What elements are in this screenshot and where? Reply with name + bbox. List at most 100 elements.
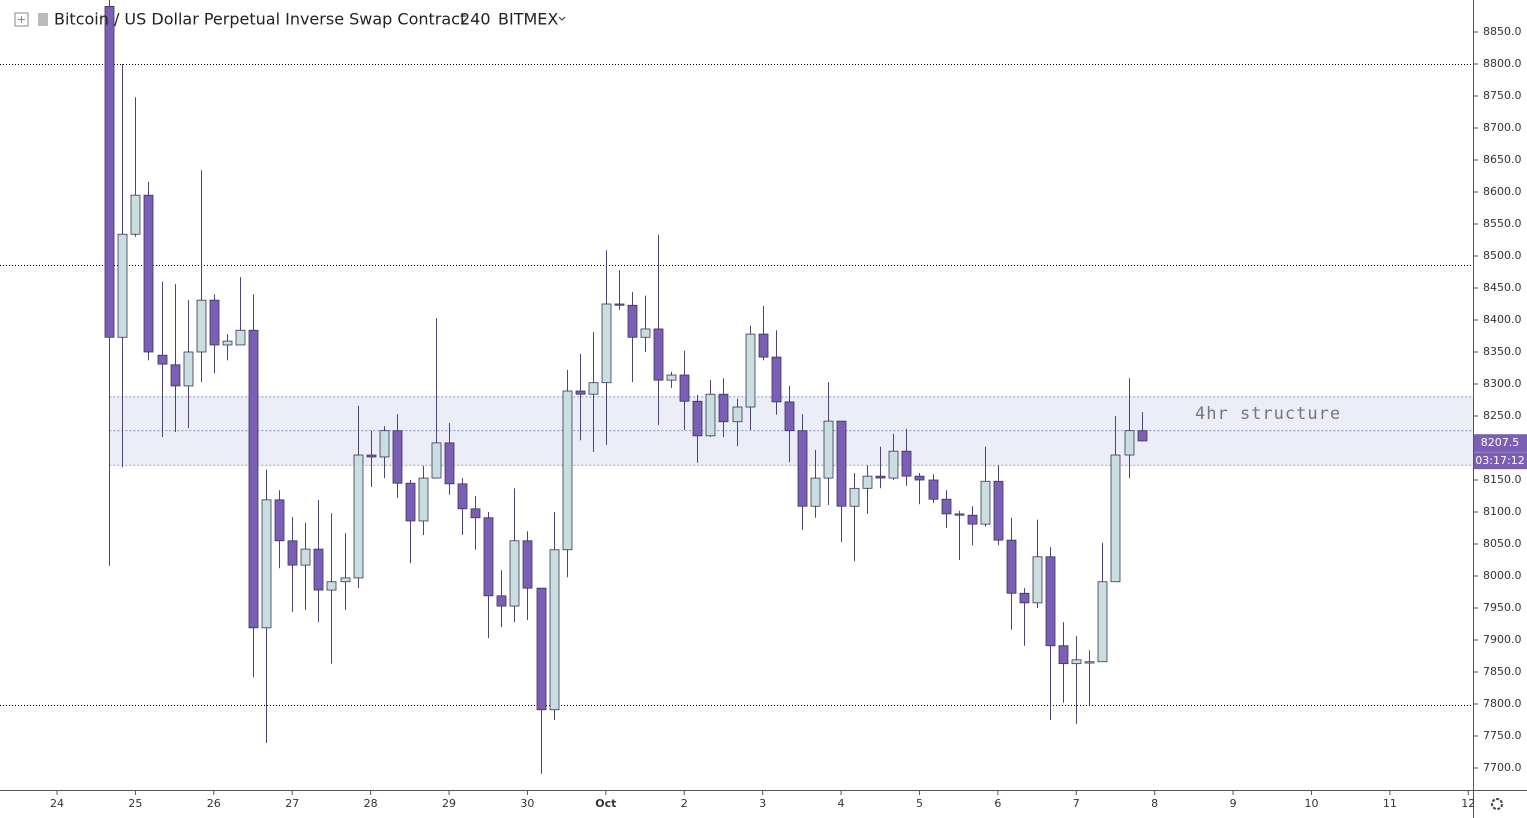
candle-body xyxy=(536,587,547,711)
candle-body xyxy=(522,540,533,589)
y-tick-label: 8750.0 xyxy=(1483,89,1522,102)
symbol-title: Bitcoin / US Dollar Perpetual Inverse Sw… xyxy=(54,10,466,29)
candle-body xyxy=(928,479,939,500)
y-tick-label: 8300.0 xyxy=(1483,377,1522,390)
y-tick-label: 8100.0 xyxy=(1483,505,1522,518)
candle-body xyxy=(261,499,272,629)
add-button[interactable] xyxy=(14,12,29,27)
candle-body xyxy=(588,382,599,395)
y-tick-label: 8350.0 xyxy=(1483,345,1522,358)
candle-body xyxy=(797,430,808,507)
y-tick-label: 7800.0 xyxy=(1483,697,1522,710)
flag-icon xyxy=(38,13,48,26)
x-tick-label: 27 xyxy=(285,797,299,810)
candle-body xyxy=(196,299,207,353)
candle-body xyxy=(784,401,795,432)
candle-body xyxy=(1137,430,1148,442)
candle-body xyxy=(875,475,886,479)
y-tick-label: 8700.0 xyxy=(1483,121,1522,134)
x-tick-label: 4 xyxy=(838,797,845,810)
candle-body xyxy=(1032,556,1043,604)
x-tick-label: 24 xyxy=(50,797,64,810)
x-tick-label: 8 xyxy=(1151,797,1158,810)
y-tick-label: 8850.0 xyxy=(1483,25,1522,38)
candle-body xyxy=(235,329,246,346)
y-tick-label: 8250.0 xyxy=(1483,409,1522,422)
candle-body xyxy=(849,487,860,507)
candle-body xyxy=(941,498,952,515)
candle-body xyxy=(745,333,756,408)
candle-body xyxy=(130,194,141,235)
candle-body xyxy=(248,329,259,629)
candle-body xyxy=(326,581,337,591)
candle-body xyxy=(222,340,233,346)
candle-body xyxy=(496,595,507,607)
y-tick-label: 8150.0 xyxy=(1483,473,1522,486)
y-tick-label: 8000.0 xyxy=(1483,569,1522,582)
candle-body xyxy=(313,548,324,591)
settings-icon[interactable] xyxy=(1491,798,1503,810)
candle-body xyxy=(627,304,638,338)
candle-body xyxy=(718,393,729,423)
last-price: 8207.5 xyxy=(1481,436,1520,449)
candle-body xyxy=(666,374,677,381)
candle-body xyxy=(901,450,912,477)
y-tick-label: 8050.0 xyxy=(1483,537,1522,550)
candle-body xyxy=(614,303,625,306)
candle-body xyxy=(483,517,494,597)
candle-body xyxy=(509,540,520,607)
candle-body xyxy=(1019,592,1030,604)
x-tick-label: 11 xyxy=(1383,797,1397,810)
candle-body xyxy=(418,477,429,522)
y-tick-label: 8450.0 xyxy=(1483,281,1522,294)
y-tick-label: 7900.0 xyxy=(1483,633,1522,646)
candle-body xyxy=(444,442,455,485)
x-tick-label: 12 xyxy=(1461,797,1475,810)
y-tick-label: 7750.0 xyxy=(1483,729,1522,742)
y-tick-label: 8800.0 xyxy=(1483,57,1522,70)
candle-body xyxy=(771,356,782,403)
candle-body xyxy=(601,303,612,384)
add-icon xyxy=(18,16,25,23)
candle-body xyxy=(888,450,899,479)
candle-body xyxy=(457,483,468,510)
candle-body xyxy=(862,475,873,489)
chevron xyxy=(558,16,566,21)
x-tick-label: 30 xyxy=(520,797,534,810)
candle-body xyxy=(823,420,834,479)
y-tick-label: 8400.0 xyxy=(1483,313,1522,326)
y-tick-label: 7950.0 xyxy=(1483,601,1522,614)
candle-body xyxy=(967,514,978,525)
candle-body xyxy=(431,442,442,479)
x-tick-label: 5 xyxy=(916,797,923,810)
x-tick-label: 7 xyxy=(1073,797,1080,810)
candle-body xyxy=(1045,556,1056,647)
candle-body xyxy=(470,508,481,519)
candle-body xyxy=(209,299,220,346)
countdown: 03:17:12 xyxy=(1475,454,1524,467)
y-tick-label: 8650.0 xyxy=(1483,153,1522,166)
candle-body xyxy=(366,454,377,458)
candle-body xyxy=(914,475,925,481)
interval: 240 xyxy=(460,10,491,29)
exchange[interactable]: BITMEX xyxy=(498,10,558,29)
candle-body xyxy=(810,477,821,507)
candle-body xyxy=(1058,645,1069,665)
candle-body xyxy=(692,400,703,437)
x-tick-label: 25 xyxy=(128,797,142,810)
candle-body xyxy=(1097,581,1108,663)
candle-body xyxy=(170,364,181,387)
x-tick-label: 2 xyxy=(681,797,688,810)
candle-body xyxy=(705,393,716,437)
gear xyxy=(1491,798,1503,810)
x-tick-label: 6 xyxy=(994,797,1001,810)
candle-body xyxy=(287,540,298,566)
candle-body xyxy=(980,480,991,525)
candle-body xyxy=(183,351,194,387)
candle-body xyxy=(300,548,311,566)
candle-body xyxy=(340,577,351,583)
candle-body xyxy=(1071,659,1082,665)
candle-body xyxy=(353,454,364,579)
candle-body xyxy=(117,233,128,338)
